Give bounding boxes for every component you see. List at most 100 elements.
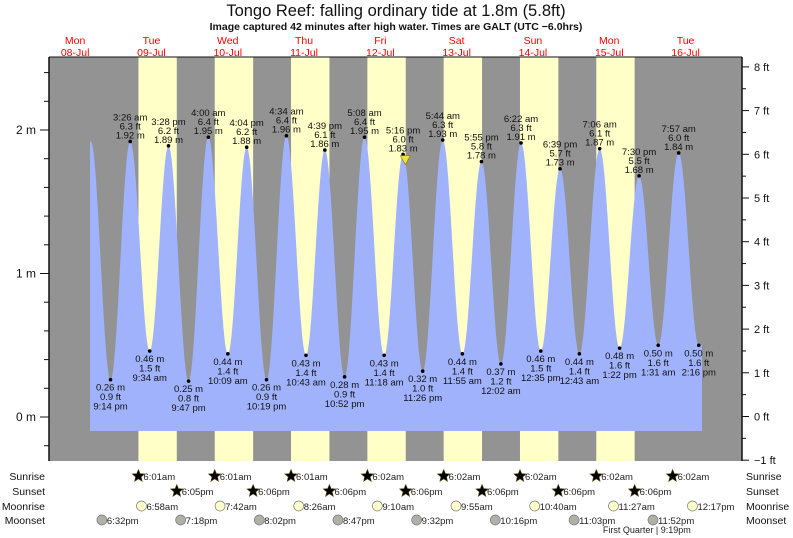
sunset-icon [627,483,642,497]
low-m-label: 0.50 m [644,348,673,359]
day-labels: Mon08-JulTue09-JulWed10-JulThu11-JulFri1… [61,35,700,59]
low-point [304,353,308,358]
sunset-icon [475,483,489,497]
low-point [499,362,503,366]
low-point [577,352,582,356]
high-time-label: 3:26 am [113,112,147,123]
low-time-label: 11:18 am [365,377,404,388]
moonset-row-label-left: Moonset [5,515,45,527]
right-tick-label: 4 ft [754,237,769,249]
sunset-time: 6:06pm [640,487,672,498]
right-tick-label: 7 ft [754,106,769,118]
current-tide-marker-icon [399,155,411,166]
moonset-time: 11:52pm [658,516,694,527]
high-ft-label: 6.0 ft [393,134,414,145]
high-point [637,174,641,178]
sunrise-icon [436,468,451,482]
moonrise-time: 12:17pm [697,502,734,513]
high-point [440,138,445,142]
moonrise-time: 7:42am [225,502,257,513]
moonset-time: 11:03pm [579,516,615,527]
high-point [558,166,562,171]
high-ft-label: 5.5 ft [629,156,650,167]
high-point [362,135,367,139]
high-time-label: 7:06 am [583,120,617,131]
high-m-label: 1.89 m [154,135,183,146]
high-point [284,133,289,138]
low-m-label: 0.46 m [135,354,164,365]
moonrise-row-label-right: Moonrise [746,501,789,513]
sunrise-time: 6:02am [601,472,633,483]
low-m-label: 0.32 m [408,374,437,385]
high-ft-label: 6.3 ft [120,121,141,132]
low-m-label: 0.28 m [330,380,359,391]
high-ft-label: 6.4 ft [354,117,375,128]
high-time-label: 5:08 am [347,108,381,119]
high-point [676,151,681,155]
low-m-label: 0.43 m [370,358,399,369]
low-ft-label: 1.4 ft [295,368,316,379]
day-date-label: 13-Jul [442,47,471,59]
high-point [597,146,602,151]
moonset-time: 8:47pm [343,516,375,527]
moonrise-time: 10:40am [540,502,577,513]
right-tick-label: 6 ft [754,149,769,161]
high-point [206,135,211,139]
high-ft-label: 6.2 ft [158,126,179,137]
day-date-label: 10-Jul [213,47,242,59]
day-date-label: 15-Jul [595,47,624,59]
high-ft-label: 5.8 ft [471,142,492,153]
sunset-icon [551,483,566,497]
low-point [696,343,701,348]
high-time-label: 7:30 pm [622,147,656,158]
moonrise-icon [136,500,147,512]
low-m-label: 0.50 m [684,348,713,359]
plot-area [49,57,742,461]
low-m-label: 0.46 m [526,354,555,365]
high-ft-label: 6.4 ft [198,117,219,128]
low-point [420,369,425,373]
moonset-icon [411,514,423,526]
sunrise-icon [589,468,604,482]
low-time-label: 2:16 pm [682,367,716,378]
high-m-label: 1.86 m [310,139,339,150]
low-ft-label: 1.6 ft [648,358,669,369]
day-name-label: Tue [677,35,695,47]
high-ft-label: 6.1 ft [589,129,610,140]
high-time-label: 5:16 pm [386,125,420,136]
right-tick-label: 2 ft [754,324,769,336]
high-ft-label: 6.3 ft [432,120,453,131]
high-ft-label: 6.1 ft [314,130,335,141]
low-point [460,352,465,356]
moonset-time: 8:02pm [264,516,296,527]
low-point [147,349,152,353]
high-ft-label: 6.4 ft [276,116,297,127]
axes: 0 m 1 m 2 m −1 ft 0 ft 1 ft 2 ft 3 ft 4 ft 5 ft 6 … [16,56,776,467]
low-m-label: 0.26 m [252,383,281,394]
right-tick-label: 5 ft [754,193,769,205]
high-point [244,145,249,150]
low-ft-label: 1.4 ft [217,366,238,377]
moonrise-icon [608,500,619,512]
high-m-label: 1.92 m [116,130,145,141]
chart-subtitle: Image captured 42 minutes after high wat… [210,21,583,33]
left-tick-label: 1 m [16,267,36,281]
sunset-time: 6:06pm [563,487,595,498]
sunrise-time: 6:01am [296,472,328,483]
low-time-label: 11:26 pm [403,393,442,404]
high-point [519,141,523,145]
moonset-icon [647,514,659,526]
moonset-time: 9:32pm [422,516,454,527]
low-ft-label: 1.4 ft [569,366,590,377]
sunrise-icon [207,468,222,482]
low-m-label: 0.44 m [448,357,477,368]
day-name-label: Wed [217,35,239,47]
moonset-icon [332,514,344,526]
high-point [401,152,405,157]
low-point [539,349,543,353]
high-m-label: 1.88 m [232,136,261,147]
low-ft-label: 1.5 ft [139,363,160,374]
low-point [617,346,622,350]
moonrise-row-label-left: Moonrise [2,501,45,513]
sunrise-time: 6:01am [220,472,252,483]
